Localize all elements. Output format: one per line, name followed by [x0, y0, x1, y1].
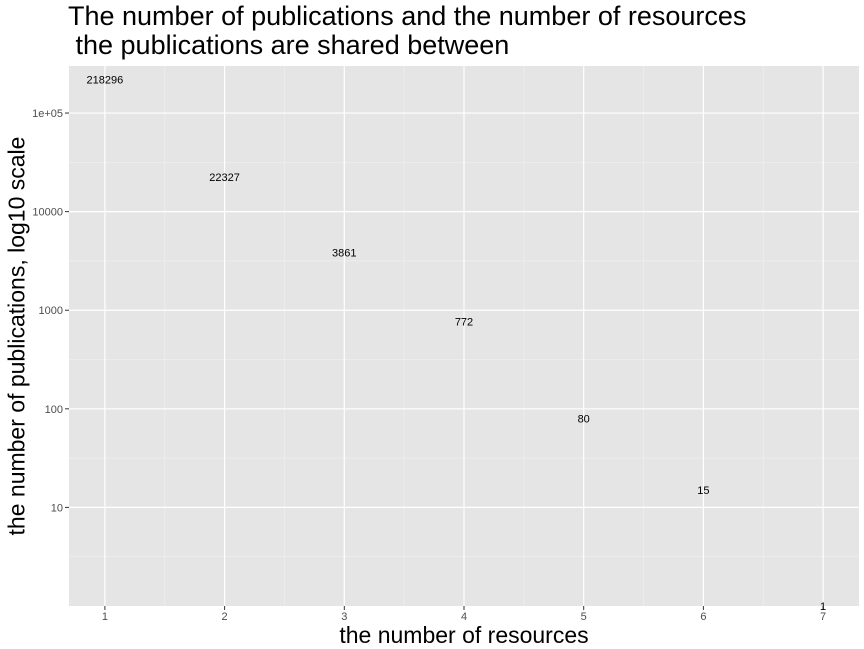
x-axis-ticks: 1 2 3 4 5 6 7: [102, 606, 826, 623]
data-labels: 218296 22327 3861 772 80 15 1: [87, 75, 827, 613]
data-label: 3861: [332, 247, 356, 259]
data-label: 772: [455, 316, 473, 328]
y-tick-label: 10000: [32, 207, 63, 219]
y-tick-label: 10: [51, 502, 63, 514]
y-tick-label: 1e+05: [32, 108, 63, 120]
y-tick-label: 100: [45, 404, 63, 416]
x-tick-label: 4: [461, 611, 467, 623]
data-label: 218296: [87, 75, 124, 87]
chart-title: The number of publications and the numbe…: [68, 1, 747, 60]
data-label: 15: [697, 485, 709, 497]
data-label: 1: [820, 601, 826, 613]
x-tick-label: 6: [700, 611, 706, 623]
y-axis-title-wrap: the number of publications, log10 scale: [0, 66, 34, 606]
y-tick-label: 1000: [39, 305, 63, 317]
x-axis-title: the number of resources: [339, 622, 589, 648]
y-axis-ticks: 10 100 1000 10000 1e+05: [32, 108, 69, 514]
x-tick-label: 5: [581, 611, 587, 623]
grid-major: [69, 66, 859, 606]
x-tick-label: 3: [341, 611, 347, 623]
data-label: 80: [578, 413, 590, 425]
data-label: 22327: [209, 172, 240, 184]
x-tick-label: 1: [102, 611, 108, 623]
y-axis-title: the number of publications, log10 scale: [3, 136, 30, 536]
x-tick-label: 2: [222, 611, 228, 623]
x-tick-label: 7: [820, 611, 826, 623]
